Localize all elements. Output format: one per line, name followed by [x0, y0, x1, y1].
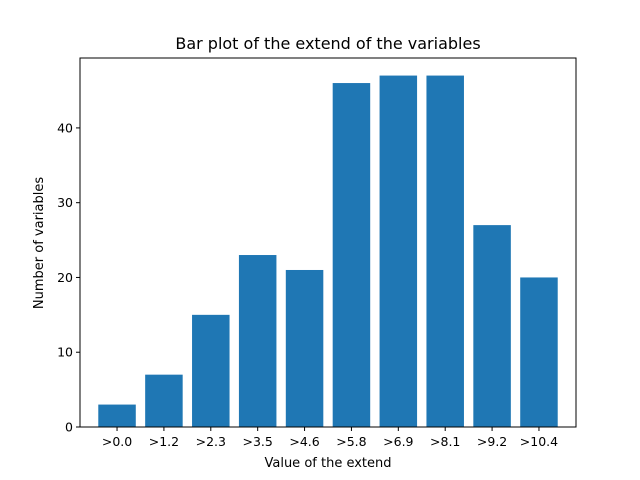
y-axis-label: Number of variables [32, 177, 47, 309]
x-tick-label: >1.2 [149, 434, 179, 449]
bar-4 [238, 255, 277, 427]
x-axis-label: Value of the extend [264, 456, 391, 471]
bar-6 [332, 83, 371, 427]
x-tick-label: >10.4 [520, 434, 558, 449]
y-tick-label: 30 [57, 195, 73, 210]
plot-frame [79, 57, 577, 428]
x-tick-label: >6.9 [383, 434, 413, 449]
x-tick-label: >8.1 [430, 434, 460, 449]
y-tick-label: 40 [57, 120, 73, 135]
bars-layer [98, 75, 558, 428]
ticks-layer: >0.0 >1.2 >2.3 >3.5 >4.6 >5.8 >6.9 >8.1 >9.2 >10.… [57, 120, 558, 449]
bar-5 [285, 269, 324, 427]
bar-10 [520, 277, 558, 427]
x-tick-label: >9.2 [477, 434, 507, 449]
y-tick-label: 0 [65, 420, 73, 435]
x-tick-label: >5.8 [336, 434, 366, 449]
x-tick-label: >3.5 [242, 434, 272, 449]
bar-1 [98, 404, 136, 427]
bar-7 [379, 75, 418, 428]
x-tick-label: >0.0 [102, 434, 132, 449]
bar-8 [426, 75, 464, 428]
y-tick-label: 20 [57, 270, 73, 285]
y-tick-label: 10 [57, 345, 73, 360]
bar-2 [145, 374, 183, 427]
x-tick-label: >2.3 [196, 434, 226, 449]
bar-3 [192, 314, 230, 427]
x-tick-label: >4.6 [289, 434, 319, 449]
chart-title: Bar plot of the extend of the variables [175, 34, 480, 53]
bar-9 [473, 225, 511, 427]
